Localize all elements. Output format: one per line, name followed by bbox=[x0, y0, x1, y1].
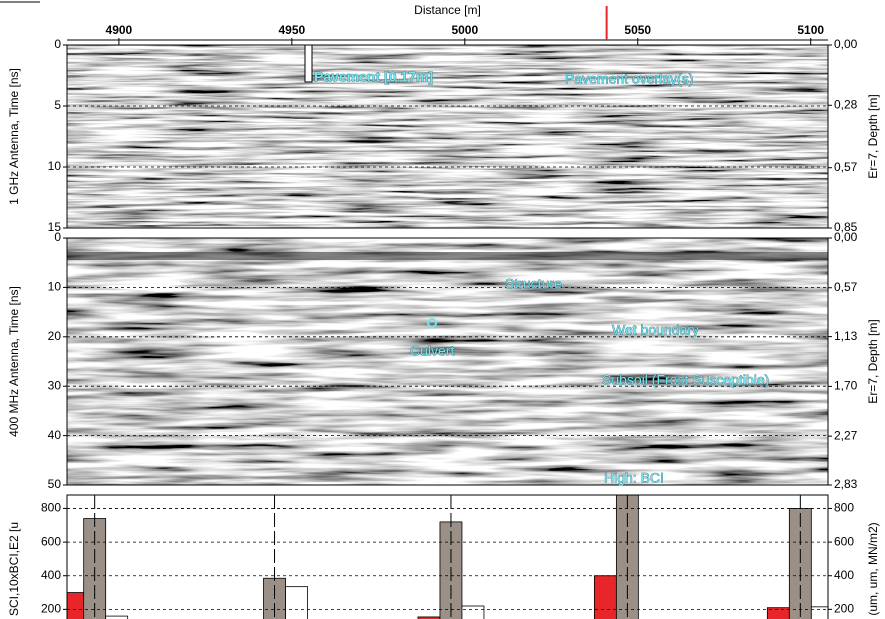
y-axis-label: 400 MHz Antenna, Time [ns] bbox=[7, 286, 21, 437]
y2-axis-label: (um, um, MN/m2) bbox=[866, 522, 880, 615]
y2-tick-label: 0,85 bbox=[834, 220, 858, 234]
bar bbox=[461, 605, 485, 619]
y-tick-label: 30 bbox=[48, 378, 62, 392]
y-tick-label: 800 bbox=[41, 501, 61, 515]
y2-tick-label: 2,27 bbox=[834, 428, 858, 442]
culvert-marker bbox=[427, 318, 437, 328]
y2-tick-label: 0,00 bbox=[834, 37, 858, 51]
y2-tick-label: 0,00 bbox=[834, 230, 858, 244]
y2-tick-label: 2,83 bbox=[834, 477, 858, 491]
y-tick-label: 0 bbox=[54, 230, 61, 244]
plot-frame bbox=[66, 494, 829, 619]
bar bbox=[766, 607, 790, 619]
annotation: Culvert bbox=[410, 343, 454, 359]
radargram-image bbox=[67, 238, 828, 485]
bar bbox=[285, 586, 308, 619]
y-tick-label: 15 bbox=[48, 220, 62, 234]
x-tick-label: 4950 bbox=[278, 23, 305, 37]
y2-axis-label: Er=7, Depth [m] bbox=[866, 94, 880, 178]
y-tick-label: 600 bbox=[41, 534, 61, 548]
bar bbox=[593, 575, 617, 619]
x-tick-label: 5050 bbox=[624, 23, 651, 37]
y-tick-label: 0 bbox=[54, 37, 61, 51]
bar bbox=[810, 606, 828, 619]
y-tick-label: 10 bbox=[48, 280, 62, 294]
bar bbox=[417, 616, 441, 619]
y-axis-label: 1 GHz Antenna, Time [ns] bbox=[7, 68, 21, 205]
y2-tick-label: 0,28 bbox=[834, 97, 858, 111]
annotation: Pavement overlay(s) bbox=[565, 71, 693, 87]
y2-tick-label: 400 bbox=[834, 568, 854, 582]
pavement-marker bbox=[304, 44, 313, 83]
y2-tick-label: 0,57 bbox=[834, 160, 858, 174]
x-axis-label: Distance [m] bbox=[414, 3, 481, 17]
annotation: High: BCI bbox=[604, 470, 664, 486]
annotation: Structure bbox=[505, 276, 562, 292]
y-tick-label: 200 bbox=[41, 602, 61, 616]
y-tick-label: 50 bbox=[48, 477, 62, 491]
radargram-image bbox=[67, 45, 828, 228]
y2-tick-label: 1,70 bbox=[834, 379, 858, 393]
x-tick-label: 5100 bbox=[797, 23, 824, 37]
y-tick-label: 5 bbox=[54, 98, 61, 112]
y-axis-label: SCI,10xBCI,E2 [u bbox=[7, 522, 21, 616]
bar bbox=[105, 615, 129, 619]
y2-tick-label: 1,13 bbox=[834, 329, 858, 343]
annotation: Wet boundary bbox=[612, 322, 699, 338]
y-tick-label: 400 bbox=[41, 568, 61, 582]
x-tick-label: 5000 bbox=[451, 23, 478, 37]
y-tick-label: 20 bbox=[48, 329, 62, 343]
y-tick-label: 40 bbox=[48, 428, 62, 442]
x-tick-label: 4900 bbox=[106, 23, 133, 37]
surface-reflection bbox=[67, 252, 828, 260]
y2-tick-label: 600 bbox=[834, 534, 854, 548]
y2-tick-label: 800 bbox=[834, 501, 854, 515]
annotation: Subsoil (Frost Susceptible) bbox=[602, 372, 769, 388]
y2-tick-label: 200 bbox=[834, 602, 854, 616]
y2-tick-label: 0,57 bbox=[834, 280, 858, 294]
annotation: Pavement [0.17m] bbox=[314, 69, 433, 85]
y2-axis-label: Er=7, Depth [m] bbox=[866, 319, 880, 403]
y-tick-label: 10 bbox=[48, 159, 62, 173]
